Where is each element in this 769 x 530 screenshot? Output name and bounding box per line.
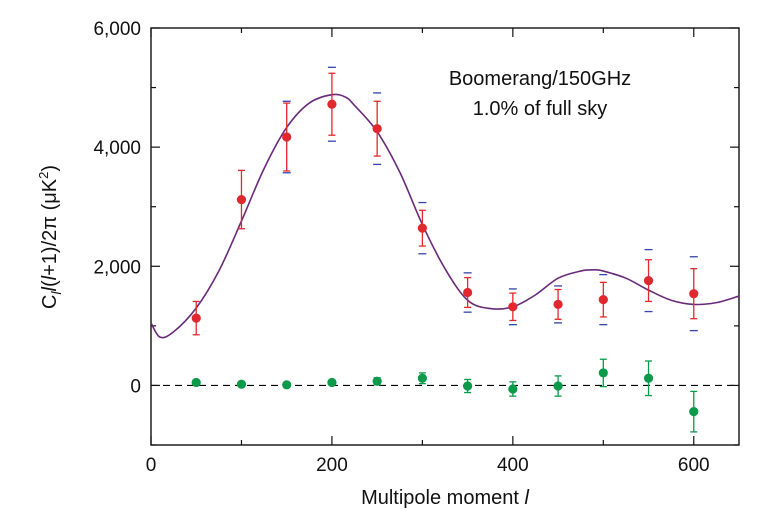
power-spectrum-series xyxy=(191,66,699,336)
annotation-line-2: 1.0% of full sky xyxy=(473,98,608,120)
y-tick-label: 2,000 xyxy=(93,257,141,278)
null-test-point xyxy=(598,368,608,378)
tick-labels: 0 200 400 600 0 2,000 4,000 6,000 xyxy=(93,19,709,476)
null-test-point xyxy=(553,381,563,391)
power-spectrum-point xyxy=(236,194,247,205)
power-spectrum-point xyxy=(191,313,201,323)
y-tick-label: 4,000 xyxy=(93,138,141,159)
x-tick-label: 0 xyxy=(146,455,157,476)
y-title-l2: l xyxy=(39,275,61,280)
null-test-point xyxy=(327,377,337,388)
power-spectrum-point xyxy=(463,287,473,298)
null-test-point xyxy=(689,407,699,417)
axis-ticks xyxy=(150,27,739,446)
y-title-end: ) xyxy=(39,165,61,172)
y-title-c: C xyxy=(39,295,61,309)
null-test-point xyxy=(463,381,473,391)
annotation-line-1: Boomerang/150GHz xyxy=(449,68,631,90)
plot-frame xyxy=(150,27,740,446)
y-title-sup: 2 xyxy=(36,172,51,179)
x-axis-title-var: l xyxy=(524,487,529,509)
power-spectrum-point xyxy=(689,289,699,299)
y-axis-title: Cll(l+1)/2π (μK2) xyxy=(36,165,64,309)
power-spectrum-point xyxy=(553,299,563,310)
y-tick-label: 0 xyxy=(130,376,141,397)
null-test-point xyxy=(643,373,654,383)
y-title-mid2: +1)/2π (μK xyxy=(39,178,61,276)
x-axis-title: Multipole moment l xyxy=(361,487,529,509)
y-title-mid1: ( xyxy=(39,280,61,287)
x-tick-label: 200 xyxy=(316,455,348,476)
null-test-point xyxy=(191,377,201,388)
y-tick-label: 6,000 xyxy=(93,19,141,40)
power-spectrum-point xyxy=(372,124,382,134)
null-test-point xyxy=(508,384,518,394)
null-test-point xyxy=(417,373,427,383)
power-spectrum-point xyxy=(417,223,427,233)
y-title-l1: l xyxy=(39,286,61,291)
null-test-point xyxy=(236,379,247,389)
power-spectrum-point xyxy=(327,99,337,109)
model-fit-curve xyxy=(150,93,740,339)
null-test-series xyxy=(191,358,699,433)
power-spectrum-point xyxy=(508,302,518,312)
y-title-sub: l xyxy=(48,291,64,295)
power-spectrum-point xyxy=(282,132,292,142)
null-test-point xyxy=(372,376,382,386)
power-spectrum-point xyxy=(643,275,654,286)
x-tick-label: 400 xyxy=(497,455,529,476)
x-tick-label: 600 xyxy=(678,455,710,476)
x-axis-title-prefix: Multipole moment xyxy=(361,487,524,509)
power-spectrum-point xyxy=(598,295,608,305)
null-test-point xyxy=(282,380,292,390)
